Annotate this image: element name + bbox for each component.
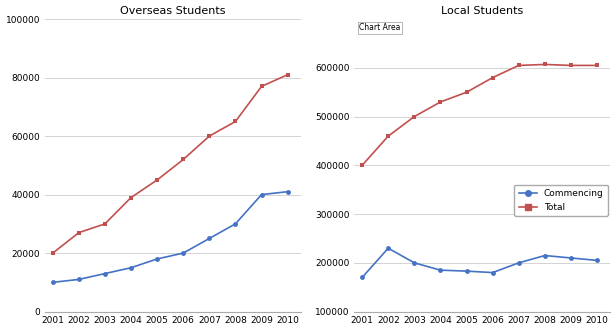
Title: Local Students: Local Students	[441, 6, 524, 16]
Text: Chart Area: Chart Area	[359, 24, 401, 32]
Title: Overseas Students: Overseas Students	[120, 6, 225, 16]
Legend: Commencing, Total: Commencing, Total	[514, 185, 608, 216]
